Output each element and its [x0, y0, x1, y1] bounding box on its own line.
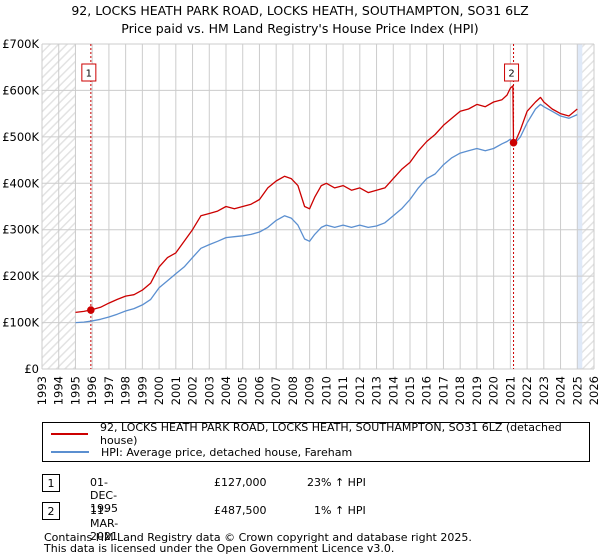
x-tick-label: 2006 [252, 376, 266, 405]
x-tick-label: 1994 [52, 376, 66, 405]
x-tick-label: 2026 [587, 376, 600, 405]
legend-label-hpi: HPI: Average price, detached house, Fare… [101, 445, 353, 459]
legend-item-hpi: HPI: Average price, detached house, Fare… [51, 443, 352, 461]
plot-area [42, 44, 594, 369]
transaction-price: £127,000 [214, 476, 267, 489]
footer-line-2: This data is licensed under the Open Gov… [44, 542, 395, 555]
x-tick-label: 2020 [487, 376, 501, 405]
legend-swatch-hpi [51, 451, 89, 453]
x-tick-label: 1998 [119, 376, 133, 405]
x-tick-label: 2003 [202, 376, 216, 405]
y-tick-label: £100K [2, 316, 39, 330]
shaded-region [577, 44, 583, 369]
x-tick-label: 2012 [353, 376, 367, 405]
x-tick-label: 1999 [135, 376, 149, 405]
title-line-1: 92, LOCKS HEATH PARK ROAD, LOCKS HEATH, … [71, 3, 529, 18]
x-tick-label: 2015 [403, 376, 417, 405]
x-tick-label: 1993 [35, 376, 49, 405]
x-tick-label: 2023 [537, 376, 551, 405]
y-tick-label: £700K [2, 37, 39, 51]
x-tick-label: 1995 [68, 376, 82, 405]
hpi-line [75, 103, 578, 324]
price-chart: 1 2 £0 £100K £200K £300K £400K £500K £600K £700K… [2, 37, 600, 405]
x-tick-label: 2025 [570, 376, 584, 405]
x-tick-label: 2017 [436, 376, 450, 405]
x-tick-label: 2005 [236, 376, 250, 405]
x-tick-label: 2013 [370, 376, 384, 405]
transaction-number-badge: 2 [42, 502, 60, 520]
transaction-point [87, 306, 95, 314]
transaction-point [509, 138, 518, 147]
transaction-label-box [81, 63, 97, 82]
y-tick-label: £500K [2, 130, 39, 144]
transaction-number-badge: 1 [42, 474, 60, 492]
title-line-2: Price paid vs. HM Land Registry's House … [121, 21, 479, 36]
footer: Contains HM Land Registry data © Crown c… [44, 532, 472, 554]
x-tick-label: 2019 [470, 376, 484, 405]
chart-title: 92, LOCKS HEATH PARK ROAD, LOCKS HEATH, … [0, 2, 600, 38]
legend: 92, LOCKS HEATH PARK ROAD, LOCKS HEATH, … [42, 421, 590, 462]
x-tick-label: 2010 [319, 376, 333, 405]
legend-swatch-property [51, 433, 88, 435]
transaction-hpi-diff: 23% ↑ HPI [307, 476, 366, 489]
y-tick-label: £300K [2, 223, 39, 237]
x-tick-label: 2009 [303, 376, 317, 405]
transaction-date: 01-DEC-1995 [90, 476, 118, 515]
y-tick-label: £0 [24, 362, 39, 376]
y-tick-label: £400K [2, 176, 39, 190]
legend-item-property: 92, LOCKS HEATH PARK ROAD, LOCKS HEATH, … [51, 421, 589, 447]
transaction-date: 11-MAR-2021 [90, 504, 119, 543]
x-tick-label: 2021 [503, 376, 517, 405]
property-price-line [75, 85, 578, 314]
x-tick-label: 2000 [152, 376, 166, 405]
x-tick-label: 1996 [85, 376, 99, 405]
x-tick-label: 2022 [520, 376, 534, 405]
transaction-hpi-diff: 1% ↑ HPI [307, 504, 366, 517]
transaction-price: £487,500 [214, 504, 267, 517]
x-tick-label: 2011 [336, 376, 350, 405]
x-tick-label: 2008 [286, 376, 300, 405]
y-tick-label: £600K [2, 83, 39, 97]
x-tick-label: 2004 [219, 376, 233, 405]
transaction-label: 2 [508, 69, 514, 80]
x-tick-label: 2016 [420, 376, 434, 405]
x-tick-label: 2024 [554, 376, 568, 405]
x-tick-label: 2007 [269, 376, 283, 405]
x-tick-label: 2001 [169, 376, 183, 405]
footer-line-1: Contains HM Land Registry data © Crown c… [44, 531, 472, 544]
x-tick-label: 1997 [102, 376, 116, 405]
x-tick-label: 2002 [186, 376, 200, 405]
y-tick-label: £200K [2, 269, 39, 283]
transaction-label: 1 [86, 69, 92, 80]
x-tick-label: 2014 [386, 376, 400, 405]
x-tick-label: 2018 [453, 376, 467, 405]
legend-label-property: 92, LOCKS HEATH PARK ROAD, LOCKS HEATH, … [99, 421, 562, 447]
transaction-label-box [504, 63, 520, 82]
